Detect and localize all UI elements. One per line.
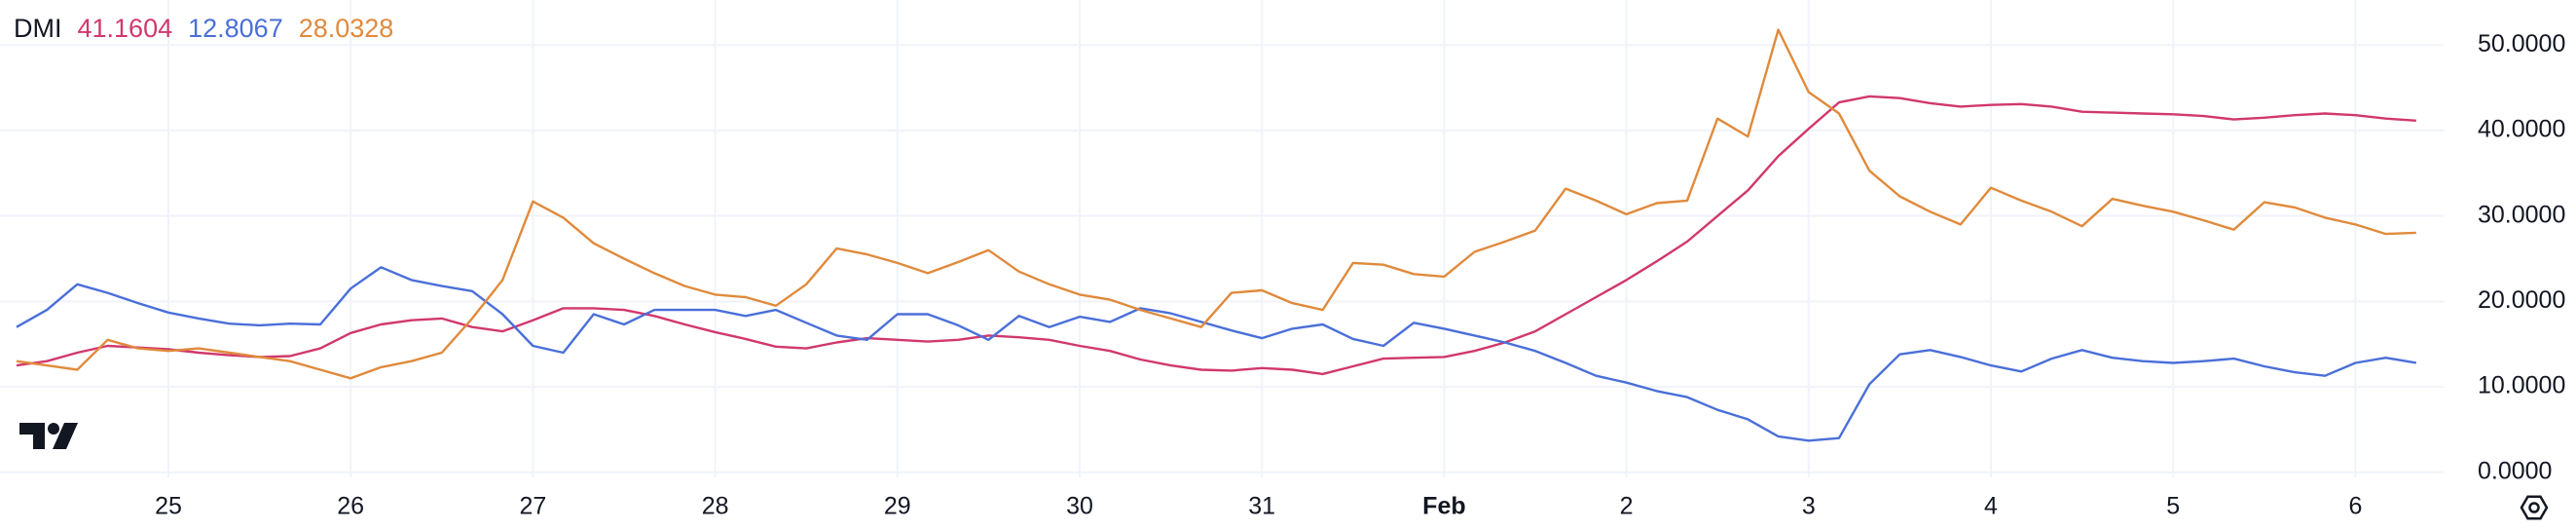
x-tick-label: 31 [1248,493,1275,520]
x-tick-label: 3 [1802,493,1816,520]
legend-value: 41.1604 [78,14,173,43]
x-tick-label: 30 [1066,493,1093,520]
x-tick-label: 2 [1620,493,1634,520]
x-tick-label: 26 [337,493,364,520]
x-tick-label: 5 [2166,493,2180,520]
indicator-name: DMI [14,14,62,43]
plot [16,28,2416,442]
y-tick-label: 30.0000 [2478,201,2565,228]
settings-button[interactable] [2520,495,2549,520]
x-tick-label: 28 [702,493,729,520]
logo [19,423,78,449]
y-tick-label: 10.0000 [2478,372,2565,399]
y-tick-label: 0.0000 [2478,457,2552,484]
legend: DMI 41.1604 12.8067 28.0328 [14,14,393,43]
x-tick-label: Feb [1422,493,1465,520]
y-tick-label: 50.0000 [2478,30,2565,57]
x-tick-label: 29 [884,493,911,520]
grid [0,0,2444,477]
series-line [16,95,2416,376]
series-line [16,266,2416,442]
series-line [16,28,2416,380]
y-tick-label: 40.0000 [2478,116,2565,143]
y-tick-label: 20.0000 [2478,286,2565,314]
x-tick-label: 6 [2348,493,2362,520]
x-tick-label: 4 [1984,493,1998,520]
legend-value: 12.8067 [188,14,283,43]
x-tick-label: 27 [519,493,546,520]
legend-value: 28.0328 [299,14,394,43]
x-tick-label: 25 [155,493,182,520]
